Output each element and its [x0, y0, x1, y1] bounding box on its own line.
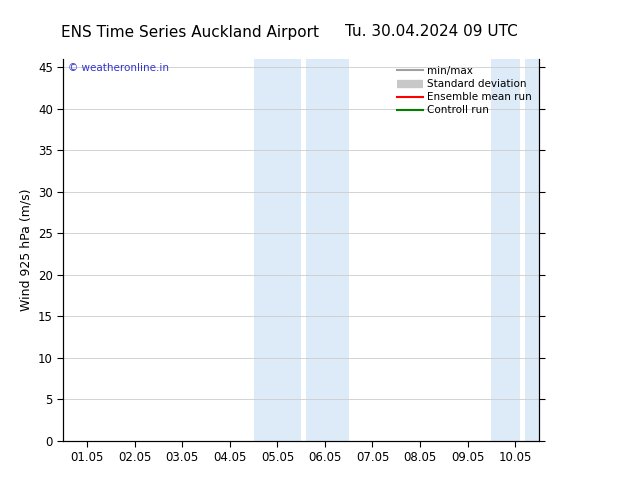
Text: ENS Time Series Auckland Airport: ENS Time Series Auckland Airport [61, 24, 319, 40]
Bar [525, 59, 560, 441]
Bar [254, 59, 301, 441]
Bar [306, 59, 349, 441]
Text: Tu. 30.04.2024 09 UTC: Tu. 30.04.2024 09 UTC [345, 24, 517, 40]
Bar [491, 59, 520, 441]
Legend: min/max, Standard deviation, Ensemble mean run, Controll run: min/max, Standard deviation, Ensemble me… [392, 62, 536, 120]
Text: © weatheronline.in: © weatheronline.in [68, 63, 169, 73]
Y-axis label: Wind 925 hPa (m/s): Wind 925 hPa (m/s) [20, 189, 32, 311]
